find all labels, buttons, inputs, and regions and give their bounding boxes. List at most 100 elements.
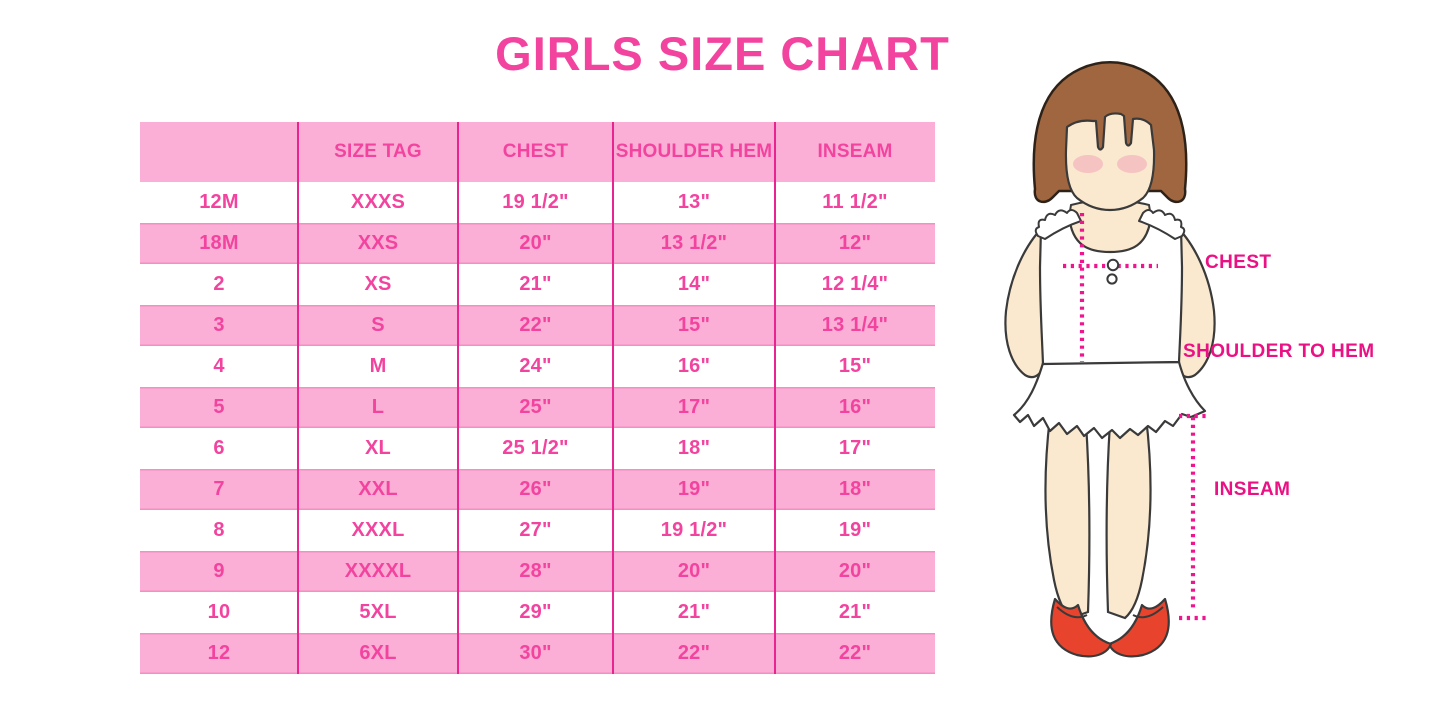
header-cell-inseam: INSEAM	[817, 141, 893, 162]
table-cell: 4	[213, 355, 225, 377]
table-cell: 13 1/4"	[821, 314, 889, 336]
table-cell: 22"	[838, 642, 872, 664]
table-cell: 24"	[519, 355, 552, 377]
table-cell: 6XL	[359, 642, 397, 664]
table-cell: S	[371, 314, 385, 336]
header-cell-chest: CHEST	[502, 141, 569, 162]
girl-illustration	[1004, 61, 1216, 658]
table-row: 4 M 24" 16" 15"	[140, 346, 935, 387]
column-divider	[773, 122, 776, 674]
table-cell: XL	[365, 437, 391, 459]
table-cell: 20"	[519, 232, 552, 254]
table-cell: 12 1/4"	[821, 273, 889, 295]
shoulder-to-hem-label: SHOULDER TO HEM	[1183, 341, 1375, 362]
table-row: 7 XXL 26" 19" 18"	[140, 469, 935, 510]
button-bottom	[1106, 273, 1118, 285]
table-cell: 18"	[838, 478, 872, 500]
table-cell: 5	[213, 396, 225, 418]
table-cell: 3	[213, 314, 225, 336]
table-cell: XXXXL	[344, 560, 412, 582]
table-cell: 12M	[199, 191, 239, 213]
table-cell: XXS	[357, 232, 399, 254]
table-cell: XXXL	[351, 519, 405, 541]
table-body: 12M XXXS 19 1/2" 13" 11 1/2" 18M XXS 20" 13 1/2"…	[140, 182, 935, 674]
table-row: 12M XXXS 19 1/2" 13" 11 1/2"	[140, 182, 935, 223]
table-row: 5 L 25" 17" 16"	[140, 387, 935, 428]
face	[1064, 112, 1156, 212]
table-cell: 5XL	[359, 601, 397, 623]
table-cell: 16"	[677, 355, 711, 377]
table-cell: 16"	[838, 396, 872, 418]
skirt	[1012, 360, 1207, 440]
table-cell: 12	[207, 642, 231, 664]
page-title: GIRLS SIZE CHART	[495, 27, 950, 80]
table-cell: XXXS	[350, 191, 406, 213]
table-cell: 9	[213, 560, 225, 582]
table-header: SIZE TAG CHEST SHOULDER HEM INSEAM	[140, 122, 935, 182]
measurement-figure: CHEST SHOULDER TO HEM INSEAM	[985, 55, 1445, 675]
column-divider	[611, 122, 614, 674]
table-cell: 22"	[519, 314, 552, 336]
table-cell: XXL	[358, 478, 398, 500]
chest-label: CHEST	[1205, 252, 1272, 273]
table-row: 2 XS 21" 14" 12 1/4"	[140, 264, 935, 305]
table-cell: 19 1/2"	[660, 519, 728, 541]
table-cell: 27"	[519, 519, 552, 541]
table-cell: 21"	[519, 273, 552, 295]
table-cell: L	[371, 396, 385, 418]
table-cell: 22"	[677, 642, 711, 664]
blush-right	[1117, 155, 1147, 173]
column-divider	[456, 122, 459, 674]
table-cell: 13"	[677, 191, 711, 213]
table-cell: 15"	[677, 314, 711, 336]
ruffle-right	[1138, 209, 1186, 240]
table-cell: 15"	[838, 355, 872, 377]
table-cell: 11 1/2"	[822, 191, 888, 213]
table-cell: 20"	[838, 560, 872, 582]
shoe-right-strap	[1132, 606, 1164, 619]
table-cell: 28"	[519, 560, 552, 582]
blush-left	[1073, 155, 1103, 173]
table-row: 9 XXXXL 28" 20" 20"	[140, 551, 935, 592]
table-cell: XS	[364, 273, 392, 295]
table-cell: 14"	[677, 273, 711, 295]
table-cell: 21"	[838, 601, 872, 623]
table-cell: 19"	[677, 478, 711, 500]
ruffle-left	[1034, 209, 1082, 240]
table-cell: 21"	[677, 601, 711, 623]
table-cell: 6	[213, 437, 225, 459]
table-cell: 10	[207, 601, 231, 623]
table-cell: 18"	[677, 437, 711, 459]
table-cell: 18M	[199, 232, 239, 254]
table-cell: 13 1/2"	[660, 232, 728, 254]
table-cell: 8	[213, 519, 225, 541]
table-cell: M	[369, 355, 387, 377]
bodice	[1038, 214, 1184, 366]
inseam-label: INSEAM	[1214, 479, 1291, 500]
header-cell-shoulder-hem: SHOULDER HEM	[615, 141, 773, 162]
leg-right	[1105, 415, 1152, 620]
table-row: 3 S 22" 15" 13 1/4"	[140, 305, 935, 346]
table-row: 8 XXXL 27" 19 1/2" 19"	[140, 510, 935, 551]
table-cell: 25 1/2"	[502, 437, 569, 459]
table-cell: 17"	[838, 437, 872, 459]
shoe-left-strap	[1056, 606, 1088, 619]
table-cell: 20"	[677, 560, 711, 582]
table-cell: 7	[213, 478, 225, 500]
table-cell: 17"	[677, 396, 711, 418]
table-row: 6 XL 25 1/2" 18" 17"	[140, 428, 935, 469]
table-cell: 19"	[838, 519, 872, 541]
table-cell: 26"	[519, 478, 552, 500]
table-cell: 30"	[519, 642, 552, 664]
table-cell: 19 1/2"	[502, 191, 569, 213]
column-divider	[296, 122, 299, 674]
table-row: 18M XXS 20" 13 1/2" 12"	[140, 223, 935, 264]
table-cell: 12"	[838, 232, 872, 254]
table-cell: 25"	[519, 396, 552, 418]
button-top	[1106, 258, 1120, 272]
header-cell-blank	[140, 122, 298, 182]
table-cell: 29"	[519, 601, 552, 623]
table-row: 10 5XL 29" 21" 21"	[140, 592, 935, 633]
leg-left	[1044, 415, 1091, 620]
